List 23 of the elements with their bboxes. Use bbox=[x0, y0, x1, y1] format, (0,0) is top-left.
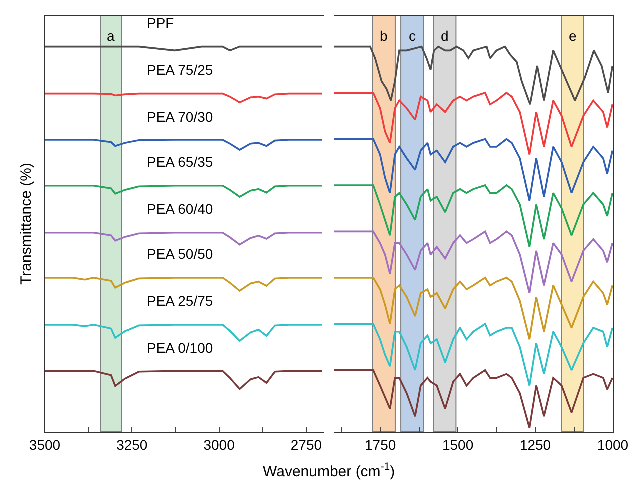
series-label: PEA 65/35 bbox=[147, 154, 214, 170]
x-tick-label: 3250 bbox=[116, 436, 148, 453]
x-tick-label: 1000 bbox=[597, 436, 629, 453]
x-tick-label: 3000 bbox=[204, 436, 236, 453]
series-label: PEA 70/30 bbox=[147, 109, 214, 125]
x-tick-label: 1250 bbox=[520, 436, 552, 453]
band-label: a bbox=[107, 28, 115, 44]
series-label: PPF bbox=[147, 15, 174, 31]
x-tick-label: 1750 bbox=[365, 436, 396, 453]
band-label: d bbox=[441, 28, 449, 44]
series-label: PEA 25/75 bbox=[147, 293, 214, 309]
series-label: PEA 50/50 bbox=[147, 246, 214, 262]
x-axis-title: Wavenumber (cm$^{-1}$) bbox=[263, 461, 396, 480]
y-axis-title: Transmittance (%) bbox=[18, 163, 36, 285]
series-label: PEA 75/25 bbox=[147, 62, 214, 78]
x-tick-label: 2750 bbox=[290, 436, 322, 453]
series-label: PEA 60/40 bbox=[147, 201, 214, 217]
band-label: e bbox=[569, 28, 577, 44]
x-tick-label: 3500 bbox=[29, 436, 61, 453]
series-label: PEA 0/100 bbox=[147, 340, 214, 356]
band-label: c bbox=[409, 28, 416, 44]
band-label: b bbox=[380, 28, 388, 44]
x-tick-label: 1500 bbox=[442, 436, 474, 453]
